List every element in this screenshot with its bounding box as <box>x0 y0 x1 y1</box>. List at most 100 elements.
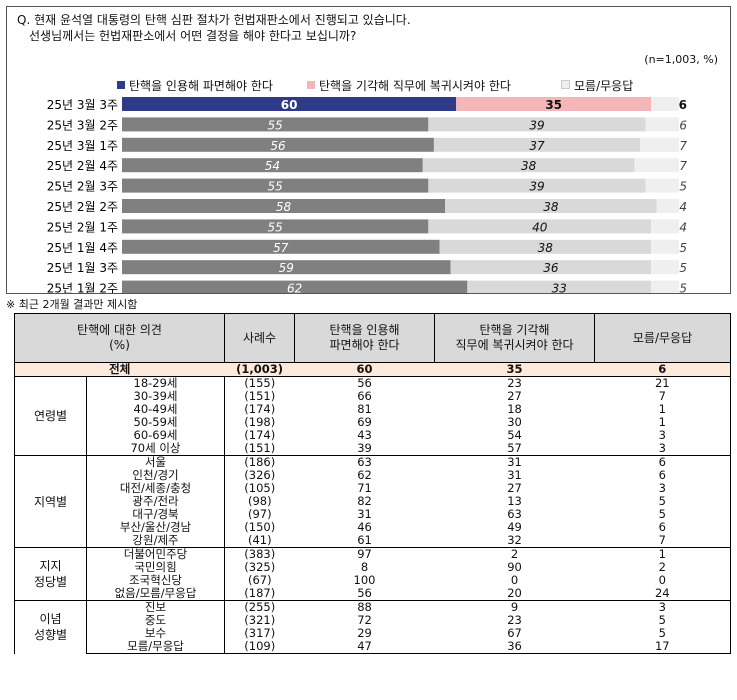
header-opinion-line1: 탄핵에 대한 의견 <box>77 323 162 337</box>
category-label: 25년 1월 4주 <box>47 241 118 255</box>
header-dismiss-line1: 탄핵을 기각해 <box>479 323 550 337</box>
row-n: (255) <box>224 600 295 614</box>
sample-size-note: (n=1,003, %) <box>644 53 718 66</box>
row-n: (198) <box>244 415 276 429</box>
row-n: (186) <box>224 455 295 469</box>
bar-segment <box>651 260 679 275</box>
category-label: 25년 1월 3주 <box>47 261 118 275</box>
row-n: (317) <box>244 626 276 640</box>
data-label: 6 <box>679 98 687 112</box>
table-row: 보수 (317) 29 67 5 <box>15 626 732 640</box>
category-label: 25년 1월 2주 <box>47 282 118 293</box>
row-uphold: 62 <box>357 468 372 482</box>
row-dismiss: 27 <box>507 481 522 495</box>
category-label: 25년 2월 4주 <box>47 159 118 173</box>
row-dismiss: 36 <box>434 640 595 654</box>
row-label: 18-29세 <box>86 376 226 390</box>
row-uphold: 66 <box>357 389 372 403</box>
row-label: 서울 <box>86 455 226 469</box>
total-dismiss: 35 <box>434 362 595 377</box>
crosstab-table: 탄핵에 대한 의견 (%) 사례수 탄핵을 인용해 파면해야 한다 탄핵을 기각해 직… <box>13 313 732 654</box>
row-unknown: 3 <box>594 442 732 456</box>
category-label: 25년 2월 1주 <box>47 220 118 234</box>
bar-segment <box>467 280 652 293</box>
row-uphold: 100 <box>353 573 376 587</box>
row-n: (174) <box>244 428 276 442</box>
row-unknown: 3 <box>594 429 732 442</box>
group-label: 이념 성향별 <box>14 600 87 654</box>
row-unknown: 2 <box>594 561 732 574</box>
legend-label-unknown: 모름/무응답 <box>574 79 634 93</box>
row-uphold: 82 <box>357 494 372 508</box>
row-label: 40-49세 <box>86 403 226 416</box>
table-row: 중도 (321) 72 23 5 <box>15 613 732 627</box>
data-label: 62 <box>287 282 302 293</box>
bar-segment <box>456 97 652 111</box>
row-dismiss: 54 <box>507 428 522 442</box>
row-label: 모름/무응답 <box>86 640 226 654</box>
row-label: 진보 <box>86 600 226 614</box>
data-label: 35 <box>545 98 562 112</box>
table-row: 없음/모름/무응답 (187) 56 20 24 <box>15 586 732 601</box>
bar-segment <box>122 239 440 254</box>
header-dismiss-line2: 직무에 복귀시켜야 한다 <box>455 338 574 352</box>
row-unknown: 1 <box>594 416 732 429</box>
row-dismiss: 57 <box>507 441 522 455</box>
table-row: 30-39세 (151) 66 27 7 <box>15 389 732 403</box>
row-unknown: 3 <box>594 600 732 614</box>
row-n: (105) <box>244 481 276 495</box>
row-unknown: 5 <box>594 614 732 627</box>
row-uphold: 97 <box>294 547 435 561</box>
bar-segment <box>122 178 429 193</box>
row-n: (151) <box>244 441 276 455</box>
row-label: 대전/세종/충청 <box>86 482 226 495</box>
bar-segment <box>656 199 679 213</box>
row-dismiss: 23 <box>507 613 522 627</box>
table-row-total: 전체 (1,003) 60 35 6 <box>13 362 732 377</box>
bar-segment <box>651 97 679 111</box>
row-uphold: 43 <box>357 428 372 442</box>
row-label: 부산/울산/경남 <box>86 521 226 534</box>
table-row: 지지 정당별 더불어민주당 (383) 97 2 1 <box>14 547 732 601</box>
row-unknown: 7 <box>594 534 732 548</box>
legend-item-unknown: 모름/무응답 <box>561 77 633 94</box>
row-dismiss: 31 <box>507 468 522 482</box>
data-label: 38 <box>521 159 537 173</box>
row-label: 광주/전라 <box>86 495 226 508</box>
bar-segment <box>428 117 646 132</box>
bar-segment <box>122 260 451 275</box>
row-n: (187) <box>244 586 276 600</box>
category-label: 25년 3월 1주 <box>47 139 118 153</box>
bar-segment <box>445 199 657 213</box>
table-row: 60-69세 (174) 43 54 3 <box>15 428 732 442</box>
row-unknown: 5 <box>594 627 732 640</box>
header-cases: 사례수 <box>224 313 296 363</box>
group-label: 지지 정당별 <box>14 547 87 601</box>
category-label: 25년 3월 3주 <box>47 98 118 112</box>
bar-segment <box>651 280 679 293</box>
table-row: 대전/세종/충청 (105) 71 27 3 <box>15 481 732 495</box>
row-n: (325) <box>244 560 276 574</box>
total-n: (1,003) <box>224 362 295 377</box>
bar-segment <box>433 137 641 152</box>
bar-segment <box>122 137 434 152</box>
data-label: 4 <box>679 220 687 234</box>
category-label: 25년 3월 2주 <box>47 118 118 132</box>
table-row: 이념 성향별 진보 (255) 88 9 3 <box>14 600 732 654</box>
bar-segment <box>122 97 457 111</box>
bar-segment <box>651 219 679 234</box>
row-unknown: 21 <box>594 376 732 390</box>
row-n: (109) <box>224 640 295 654</box>
row-dismiss: 67 <box>507 626 522 640</box>
bar-segment <box>428 219 652 234</box>
row-unknown: 17 <box>594 640 732 654</box>
row-n: (67) <box>247 573 272 587</box>
data-label: 5 <box>679 241 687 255</box>
data-label: 6 <box>679 118 687 132</box>
legend-item-uphold: 탄핵을 인용해 파면해야 한다 <box>117 77 273 94</box>
chart-legend: 탄핵을 인용해 파면해야 한다 탄핵을 기각해 직무에 복귀시켜야 한다 모름/… <box>107 77 717 93</box>
data-label: 38 <box>543 200 559 214</box>
table-row: 강원/제주 (41) 61 32 7 <box>15 534 732 548</box>
legend-label-uphold: 탄핵을 인용해 파면해야 한다 <box>129 79 273 93</box>
